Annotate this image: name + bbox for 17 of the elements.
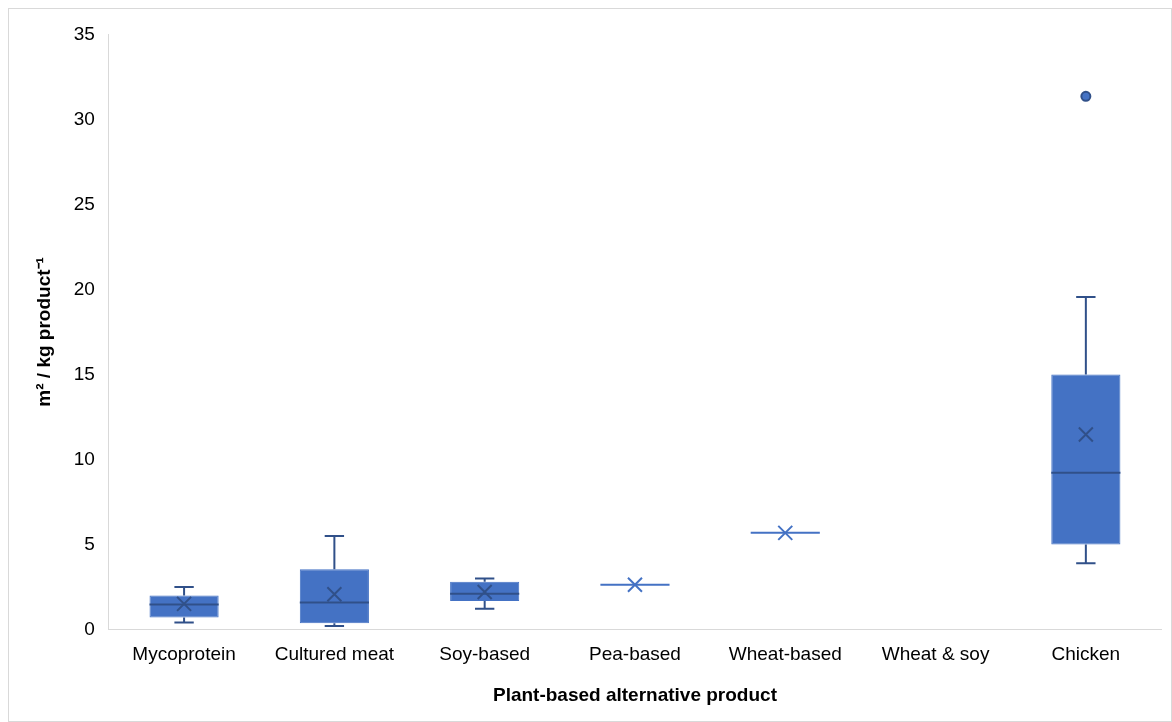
x-tick-label: Soy-based: [439, 643, 531, 665]
y-tick-label: 10: [73, 447, 95, 469]
y-axis-title: m² / kg product⁻¹: [32, 257, 54, 407]
y-tick-label: 0: [84, 617, 95, 639]
y-tick-label: 5: [84, 532, 95, 554]
y-tick-label: 20: [73, 277, 95, 299]
x-tick-label: Pea-based: [589, 643, 681, 665]
y-tick-label: 30: [73, 107, 95, 129]
y-tick-label: 35: [73, 22, 95, 44]
x-tick-label: Wheat-based: [728, 643, 842, 665]
y-tick-label: 15: [73, 362, 95, 384]
x-tick-label: Cultured meat: [274, 643, 395, 665]
x-tick-label: Mycoprotein: [132, 643, 236, 665]
y-tick-label: 25: [73, 192, 95, 214]
x-axis-title: Plant-based alternative product: [492, 683, 778, 705]
x-tick-label: Chicken: [1051, 643, 1121, 665]
x-tick-label: Wheat & soy: [881, 643, 990, 665]
